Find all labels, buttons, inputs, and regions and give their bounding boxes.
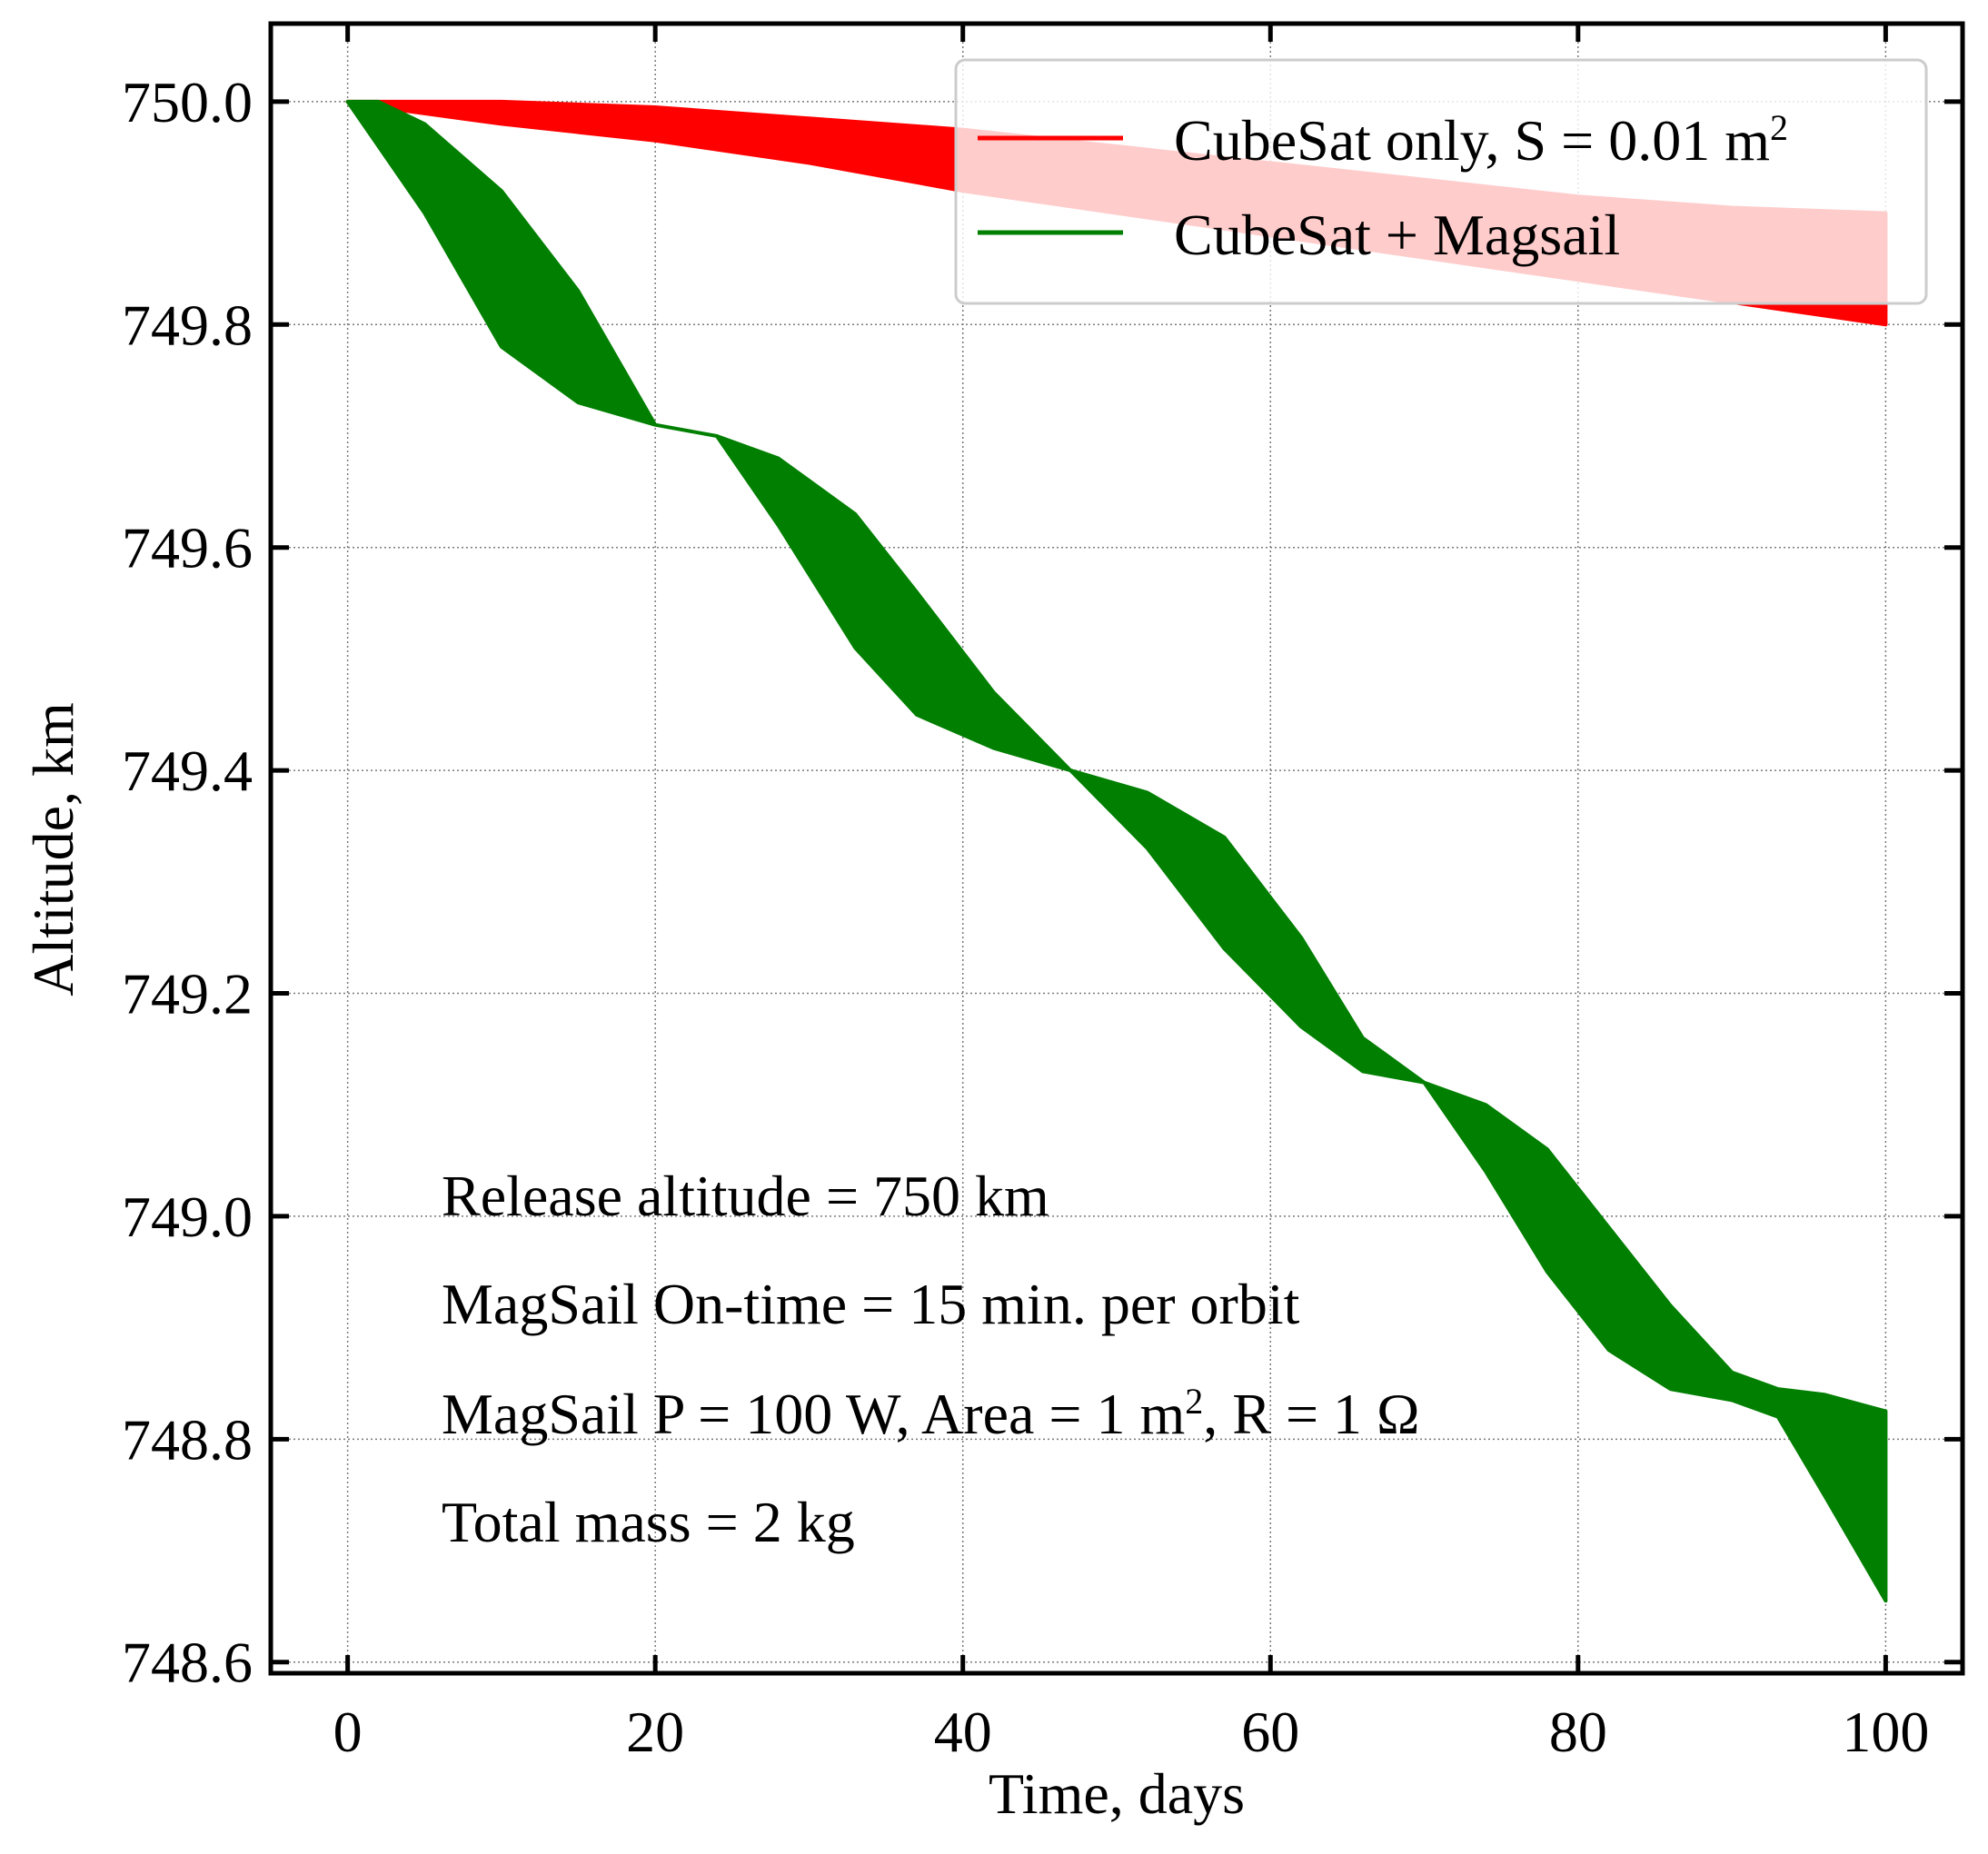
x-axis-label: Time, days	[989, 1761, 1245, 1826]
legend-label-2: CubeSat + Magsail	[1174, 203, 1620, 267]
y-tick-label: 749.4	[122, 739, 253, 803]
legend-label-1: CubeSat only, S = 0.01 m2	[1174, 107, 1788, 174]
y-tick-label: 748.8	[122, 1407, 253, 1472]
legend-box	[954, 58, 1928, 305]
y-tick-label: 749.8	[122, 292, 253, 357]
y-tick-label: 749.2	[122, 962, 253, 1026]
x-tick-label: 60	[1241, 1700, 1299, 1764]
y-tick-label: 750.0	[122, 70, 253, 134]
plot-frame	[268, 21, 1965, 1676]
annotation-1: Release altitude = 750 km	[442, 1164, 1049, 1228]
annotations: Release altitude = 750 km MagSail On-time…	[442, 1164, 1420, 1554]
x-tick-label: 100	[1842, 1700, 1929, 1764]
series-2-band	[345, 99, 1888, 1603]
x-tick-label: 0	[333, 1700, 363, 1764]
annotation-4: Total mass = 2 kg	[442, 1490, 855, 1554]
y-tick-label: 749.6	[122, 516, 253, 580]
y-tick-label: 748.6	[122, 1631, 253, 1695]
annotation-2: MagSail On-time = 15 min. per orbit	[442, 1272, 1300, 1336]
x-tick-label: 80	[1549, 1700, 1607, 1764]
annotation-3: MagSail P = 100 W, Area = 1 m2, R = 1 Ω	[442, 1381, 1420, 1447]
y-axis-label: Altitude, km	[21, 702, 85, 996]
axes: 0 20 40 60 80 100 748.6 748.8 749.0 749.2 749.4 749…	[122, 21, 1965, 1764]
x-tick-label: 40	[934, 1700, 992, 1764]
legend: CubeSat only, S = 0.01 m2 CubeSat + Magsa…	[954, 58, 1928, 305]
y-tick-label: 749.0	[122, 1185, 253, 1249]
grid	[271, 24, 1963, 1673]
x-tick-label: 20	[626, 1700, 684, 1764]
